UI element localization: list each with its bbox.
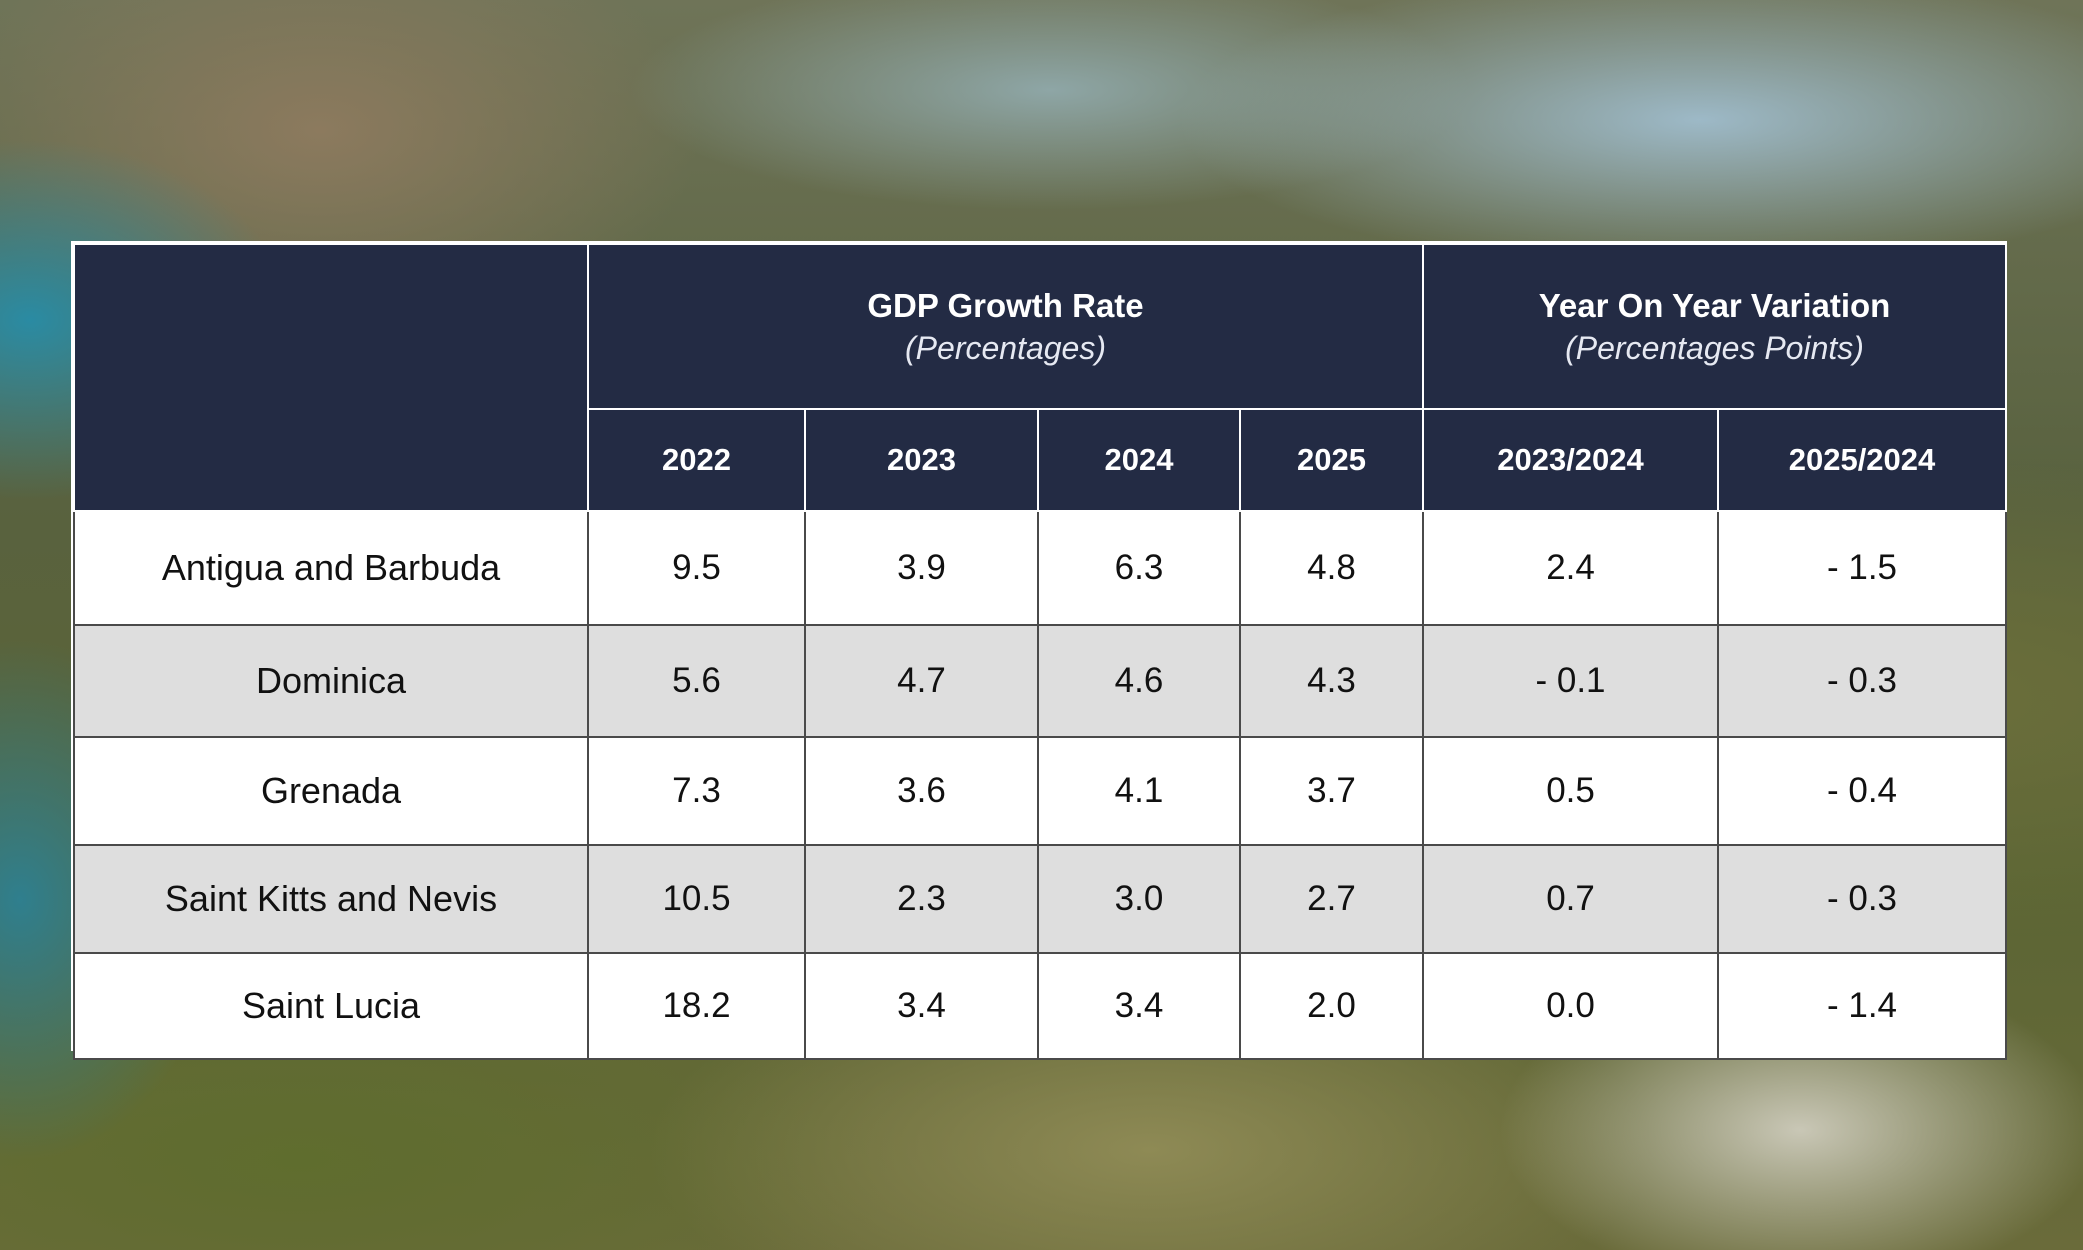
value-cell: 0.7: [1422, 844, 1720, 954]
column-header-2022: 2022: [587, 408, 806, 512]
gdp-growth-rate-header: GDP Growth Rate (Percentages): [586, 243, 1425, 410]
header-corner-cell: [73, 243, 589, 512]
value-cell: 9.5: [587, 510, 806, 626]
value-cell: 2.3: [804, 844, 1039, 954]
value-cell: 18.2: [587, 952, 806, 1060]
table-row: Saint Lucia 18.2 3.4 3.4 2.0 0.0 - 1.4: [73, 952, 2008, 1060]
value-cell: 2.0: [1238, 952, 1425, 1060]
value-cell: 2.7: [1238, 844, 1425, 954]
gdp-growth-table-container: GDP Growth Rate (Percentages) Year On Ye…: [71, 241, 2008, 1060]
country-cell: Saint Lucia: [73, 952, 589, 1060]
country-cell: Dominica: [73, 624, 589, 738]
value-cell: 10.5: [587, 844, 806, 954]
value-cell: - 0.1: [1422, 624, 1720, 738]
value-cell: - 0.3: [1717, 844, 2008, 954]
value-cell: 4.3: [1238, 624, 1425, 738]
value-cell: 4.7: [804, 624, 1039, 738]
table-row: Dominica 5.6 4.7 4.6 4.3 - 0.1 - 0.3: [73, 624, 2008, 738]
year-on-year-variation-title: Year On Year Variation: [1538, 286, 1891, 324]
column-header-2025-2024: 2025/2024: [1717, 408, 2008, 512]
value-cell: 4.1: [1037, 736, 1241, 846]
gdp-growth-rate-subtitle: (Percentages): [905, 329, 1106, 366]
country-cell: Antigua and Barbuda: [73, 510, 589, 626]
year-on-year-variation-header: Year On Year Variation (Percentages Poin…: [1422, 243, 2008, 410]
gdp-growth-rate-title: GDP Growth Rate: [867, 286, 1144, 324]
column-header-2023: 2023: [804, 408, 1039, 512]
value-cell: 4.6: [1037, 624, 1241, 738]
value-cell: 3.6: [804, 736, 1039, 846]
year-on-year-variation-subtitle: (Percentages Points): [1565, 329, 1864, 366]
country-cell: Saint Kitts and Nevis: [73, 844, 589, 954]
column-header-2024: 2024: [1037, 408, 1241, 512]
table-row: Grenada 7.3 3.6 4.1 3.7 0.5 - 0.4: [73, 736, 2008, 846]
gdp-growth-table: GDP Growth Rate (Percentages) Year On Ye…: [73, 243, 2008, 1060]
value-cell: 3.9: [804, 510, 1039, 626]
column-header-2023-2024: 2023/2024: [1422, 408, 1720, 512]
value-cell: 5.6: [587, 624, 806, 738]
country-cell: Grenada: [73, 736, 589, 846]
value-cell: 3.0: [1037, 844, 1241, 954]
value-cell: - 1.4: [1717, 952, 2008, 1060]
value-cell: 3.4: [1037, 952, 1241, 1060]
value-cell: 2.4: [1422, 510, 1720, 626]
column-header-2025: 2025: [1238, 408, 1425, 512]
value-cell: 3.4: [804, 952, 1039, 1060]
value-cell: 6.3: [1037, 510, 1241, 626]
table-row: Antigua and Barbuda 9.5 3.9 6.3 4.8 2.4 …: [73, 510, 2008, 626]
value-cell: 7.3: [587, 736, 806, 846]
table-row: Saint Kitts and Nevis 10.5 2.3 3.0 2.7 0…: [73, 844, 2008, 954]
value-cell: - 1.5: [1717, 510, 2008, 626]
value-cell: - 0.4: [1717, 736, 2008, 846]
value-cell: 0.5: [1422, 736, 1720, 846]
value-cell: 3.7: [1238, 736, 1425, 846]
value-cell: 0.0: [1422, 952, 1720, 1060]
value-cell: 4.8: [1238, 510, 1425, 626]
value-cell: - 0.3: [1717, 624, 2008, 738]
